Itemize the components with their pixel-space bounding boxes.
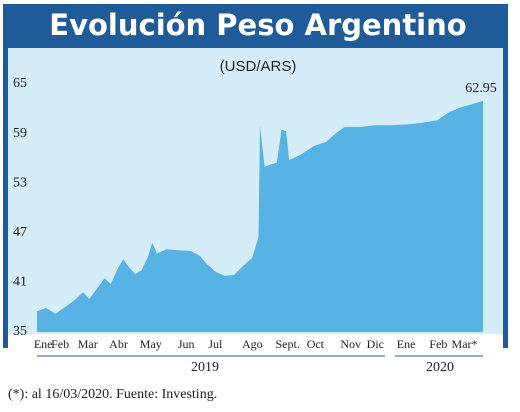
chart-title: Evolución Peso Argentino xyxy=(49,8,466,42)
area xyxy=(37,100,483,333)
footnote: (*): al 16/03/2020. Fuente: Investing. xyxy=(8,387,217,402)
y-tick-label: 41 xyxy=(13,275,27,290)
y-tick-label: 35 xyxy=(13,324,27,339)
x-tick-label: Ene xyxy=(34,337,53,351)
end-label: 62.95 xyxy=(465,81,497,96)
x-tick-label: Mar* xyxy=(452,337,478,351)
subtitle: (USD/ARS) xyxy=(220,58,297,75)
x-tick-label: Mar xyxy=(78,337,98,351)
y-tick-label: 65 xyxy=(13,76,27,91)
x-tick-label: Jul xyxy=(208,337,223,351)
axis-band xyxy=(8,334,503,382)
x-tick-label: Oct xyxy=(307,337,325,351)
y-tick-label: 53 xyxy=(13,175,27,190)
x-tick-label: Dic xyxy=(367,337,384,351)
x-tick-label: Nov xyxy=(340,337,361,351)
x-tick-label: Ago xyxy=(242,337,263,351)
year-label: 2020 xyxy=(426,360,454,375)
x-tick-label: Abr xyxy=(109,337,128,351)
y-tick-label: 47 xyxy=(13,225,27,240)
x-tick-label: Feb xyxy=(51,337,69,351)
year-label: 2019 xyxy=(191,360,219,375)
x-tick-label: Ene xyxy=(397,337,416,351)
x-tick-label: May xyxy=(140,337,162,351)
x-tick-label: Feb xyxy=(429,337,447,351)
x-tick-label: Sept. xyxy=(276,337,300,351)
x-tick-label: Jun xyxy=(178,337,195,351)
y-tick-label: 59 xyxy=(13,126,27,141)
